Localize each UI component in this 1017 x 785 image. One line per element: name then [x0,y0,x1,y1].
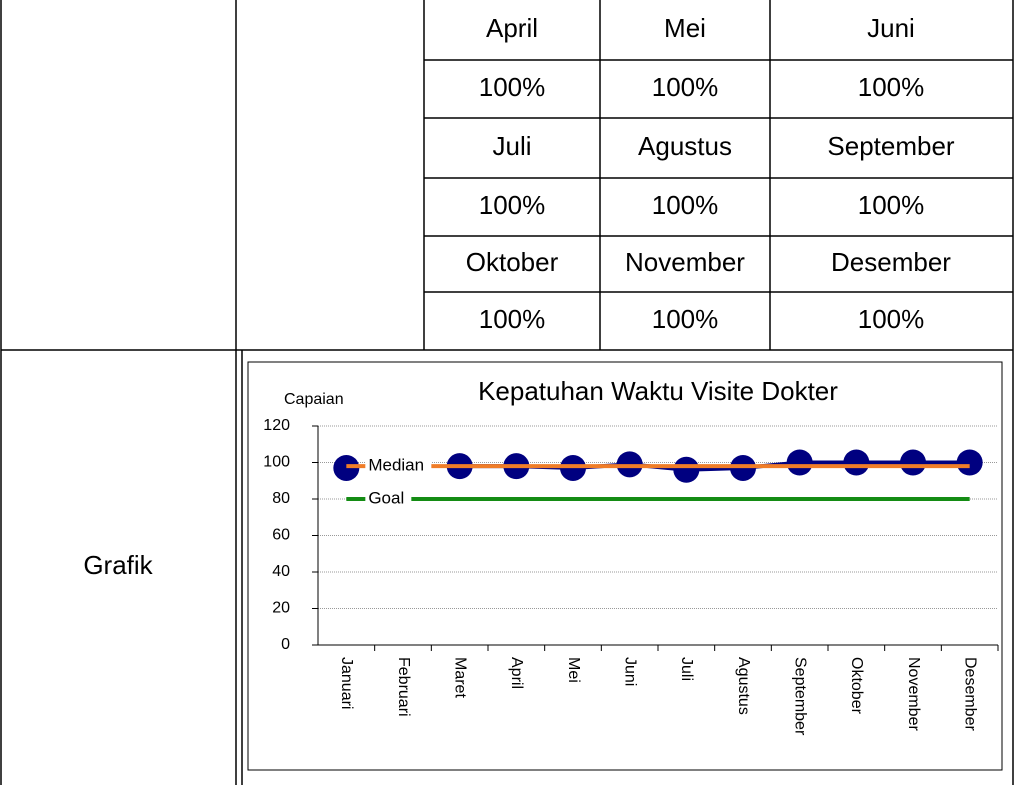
table-cell: Juni [867,13,915,43]
series-label: Goal [368,488,404,507]
table-cell: 100% [479,72,546,102]
table-cell: 100% [858,304,925,334]
series-label: Median [368,456,424,475]
series-label-bg [365,488,412,510]
table-cell: 100% [652,190,719,220]
row-label: Grafik [83,550,153,580]
table-cell: 100% [652,72,719,102]
chart-title: Kepatuhan Waktu Visite Dokter [478,376,838,406]
table-cell: Agustus [638,131,732,161]
x-tick-label: September [791,657,808,736]
table-cell: 100% [652,304,719,334]
y-tick-label: 40 [272,563,290,580]
y-tick-label: 100 [263,454,290,471]
data-point [900,449,926,476]
table-cell: Juli [492,131,531,161]
data-point [956,449,983,476]
y-tick-label: 120 [263,417,290,434]
x-tick-label: Februari [395,657,412,717]
table-cell: 100% [858,72,925,102]
x-tick-label: Januari [338,657,355,709]
y-tick-label: 20 [272,600,290,617]
x-tick-label: Juni [621,657,638,686]
table-cell: 100% [479,304,546,334]
data-point [786,449,813,476]
table-cell: Mei [664,13,706,43]
series-label-bg [365,455,432,478]
x-tick-label: November [905,657,922,731]
y-axis-label: Capaian [284,391,344,408]
table-cell: Desember [831,247,951,277]
table-cell: 100% [479,190,546,220]
x-tick-label: April [508,657,525,689]
y-tick-label: 60 [272,527,290,544]
x-tick-label: Oktober [848,657,865,715]
data-point [843,449,870,476]
data-point [673,456,700,483]
x-tick-label: Agustus [735,657,752,715]
table-cell: September [827,131,955,161]
x-tick-label: Desember [961,657,978,731]
x-tick-label: Mei [565,657,582,683]
x-tick-label: Maret [451,657,468,698]
table-cell: 100% [858,190,925,220]
x-tick-label: Juli [678,657,695,681]
table-cell: Oktober [466,247,559,277]
y-tick-label: 0 [281,636,290,653]
chart-frame [247,361,1003,771]
table-cell: November [625,247,745,277]
table-cell: April [486,13,538,43]
y-tick-label: 80 [272,490,290,507]
